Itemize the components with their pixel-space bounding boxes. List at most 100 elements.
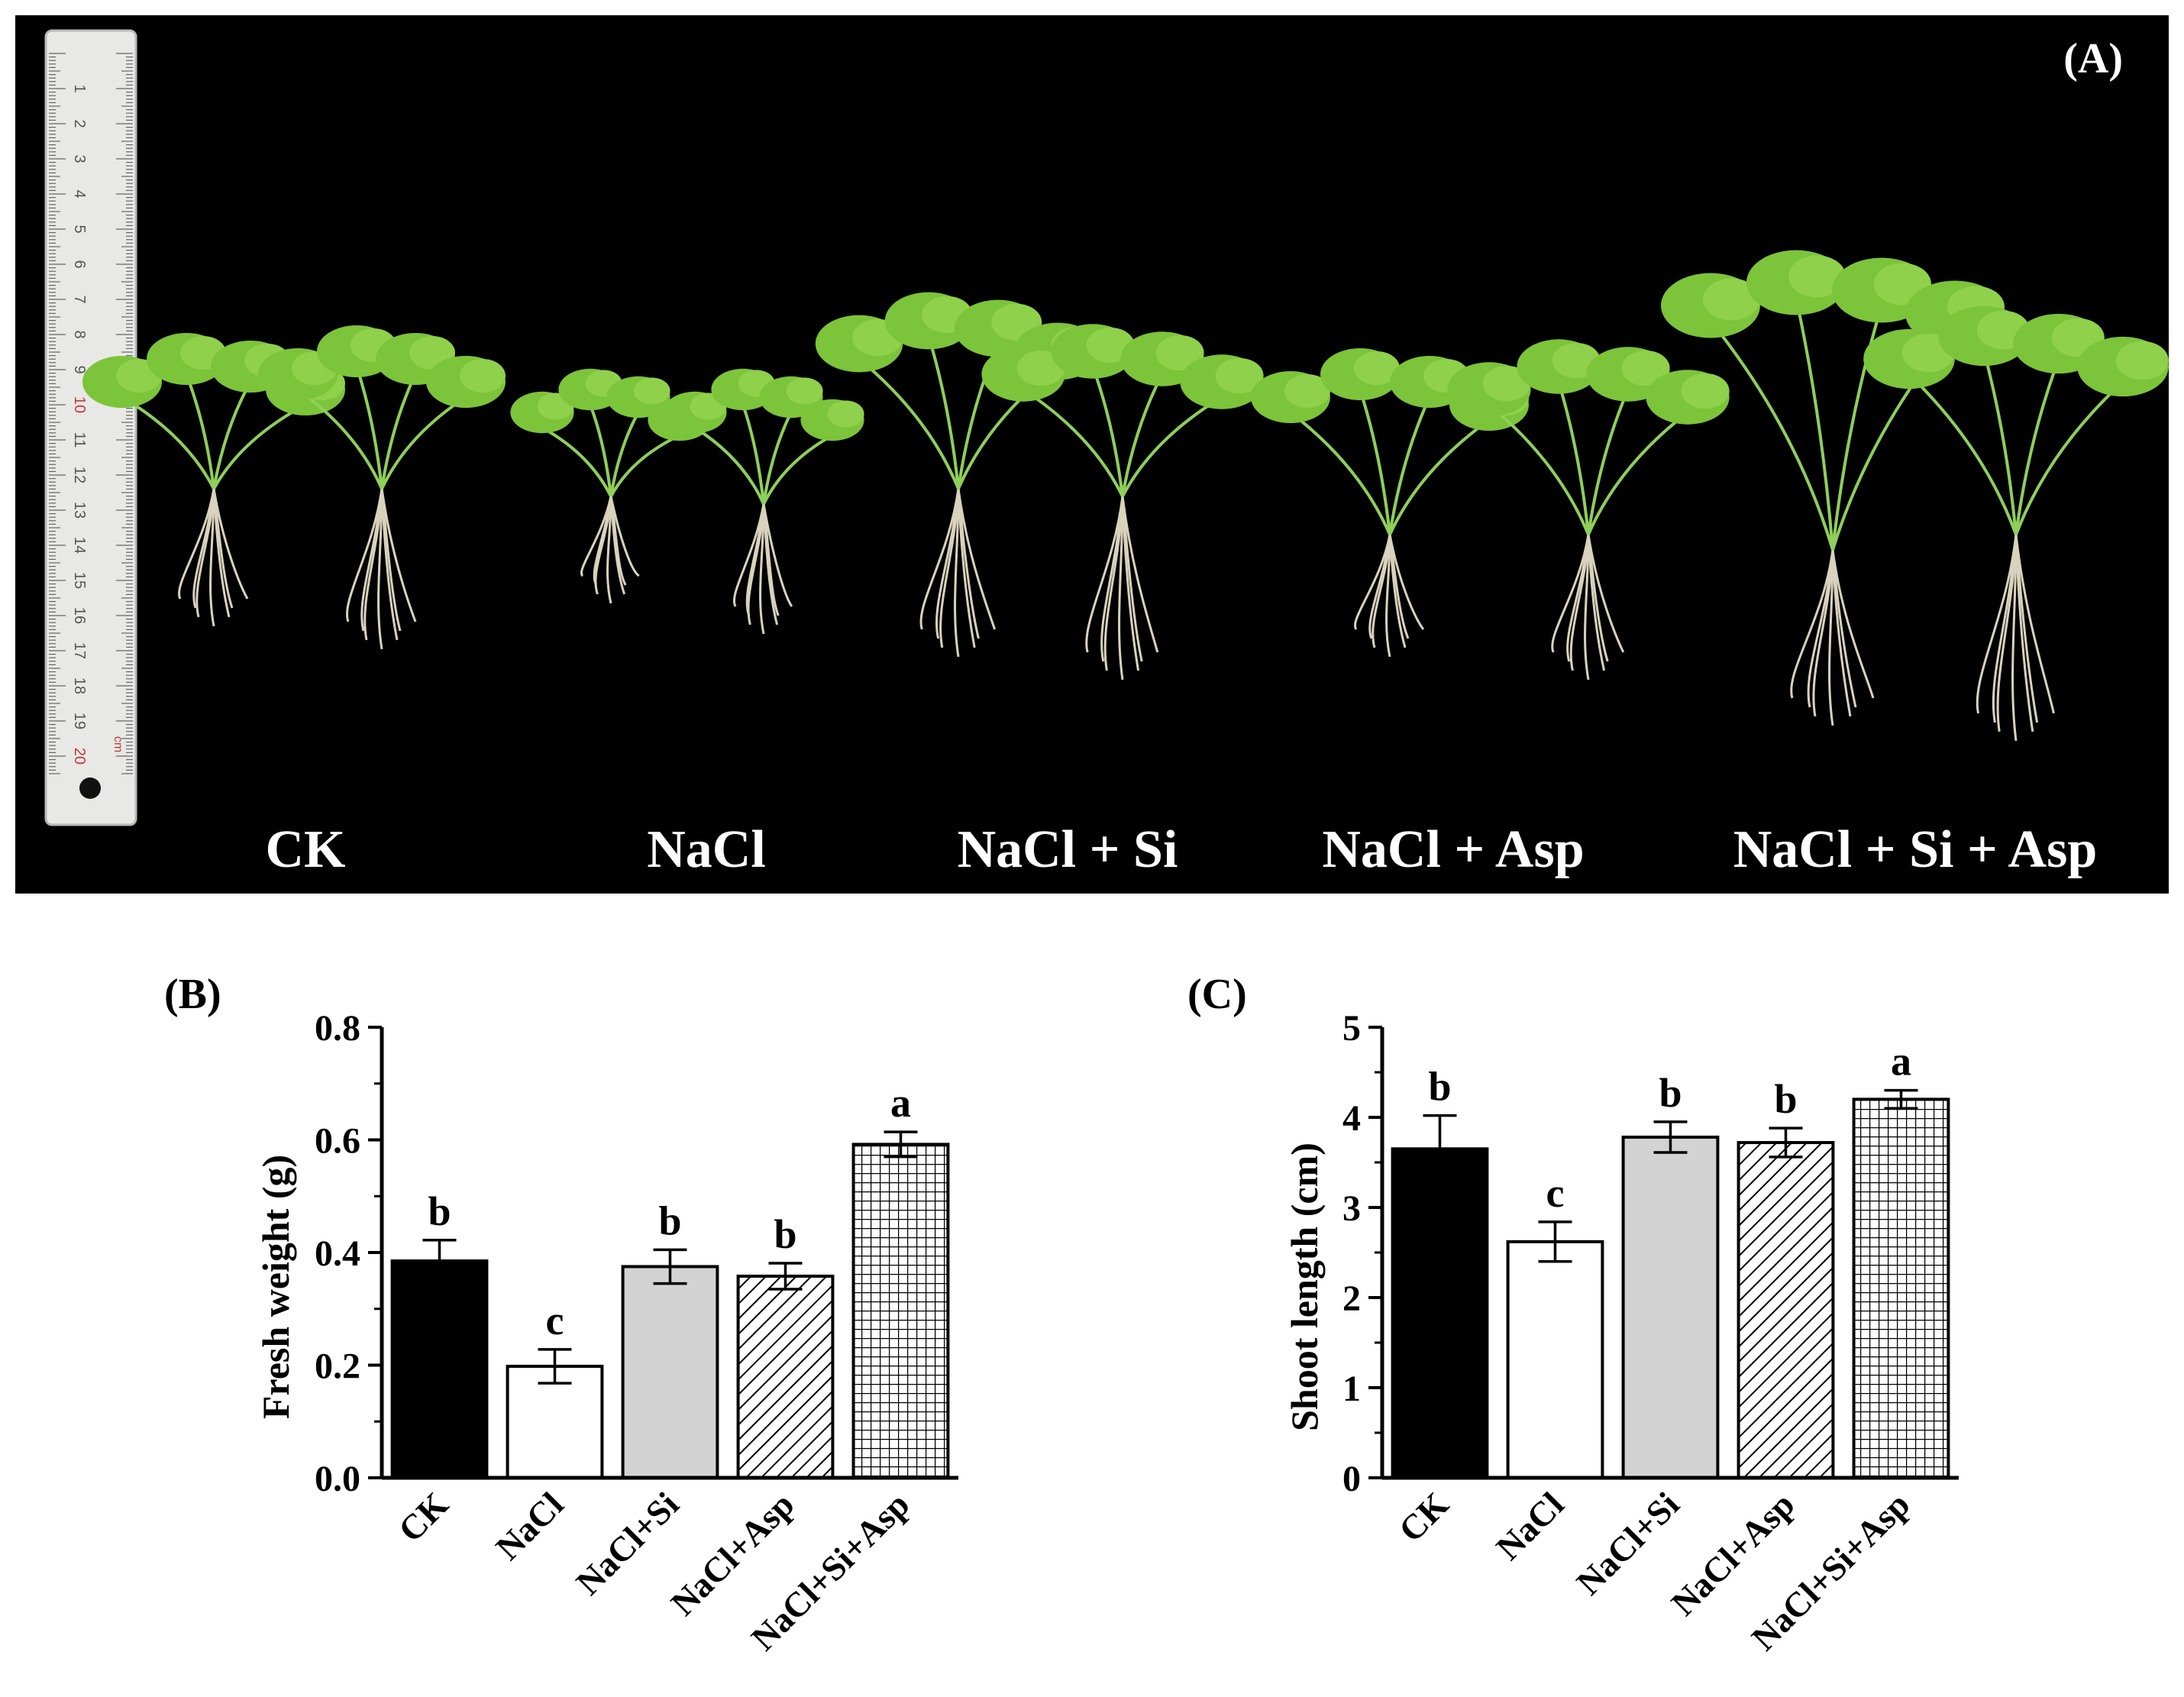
ruler-number: 12 — [71, 467, 88, 483]
root — [919, 488, 960, 630]
bar — [621, 1265, 719, 1479]
ruler-number: 9 — [71, 365, 88, 373]
y-tick-label: 5 — [1342, 1008, 1361, 1049]
y-tick-label: 0 — [1342, 1459, 1361, 1499]
stem — [1121, 396, 1223, 497]
leaf-lobe — [1354, 351, 1400, 385]
ruler-number: 18 — [71, 677, 88, 694]
root — [1388, 534, 1410, 639]
stem — [1908, 373, 2018, 535]
seedling — [1863, 305, 2169, 742]
root — [1976, 534, 2018, 714]
root — [1118, 496, 1124, 680]
root — [957, 488, 980, 639]
stem — [185, 373, 215, 490]
root — [1385, 534, 1391, 658]
ruler-unit: cm — [111, 736, 124, 752]
root — [380, 488, 417, 622]
root — [1121, 496, 1143, 662]
y-tick-label: 3 — [1342, 1188, 1361, 1229]
significance-letter: b — [1659, 1070, 1682, 1116]
ruler-number: 1 — [71, 84, 88, 92]
treatment-label-ck: CK — [266, 820, 346, 879]
leaf-lobe — [1155, 335, 1204, 371]
significance-letter: b — [774, 1211, 796, 1257]
stem — [1289, 411, 1391, 535]
bar — [390, 1259, 489, 1479]
seedlings — [82, 250, 2169, 742]
ruler-number: 13 — [71, 502, 88, 519]
leaf-lobe — [1788, 255, 1846, 298]
root — [195, 488, 215, 618]
stem — [1091, 366, 1124, 497]
root — [939, 488, 960, 648]
chart-fresh-weight: (B) Fresh weight (g) b c b b a CK NaClNaCl+Si… — [164, 971, 958, 1658]
root — [1831, 549, 1857, 708]
stem — [1359, 389, 1391, 535]
bar — [1391, 1147, 1489, 1480]
y-axis-label-fresh-weight: Fresh weight (g) — [254, 1155, 297, 1419]
x-tick-label: NaCl+Si — [1569, 1485, 1687, 1602]
stem — [380, 396, 467, 490]
ruler-number: 3 — [71, 154, 88, 163]
seedling — [1661, 250, 2005, 726]
stem — [693, 426, 765, 505]
x-tick-label: NaCl — [488, 1485, 570, 1567]
stem — [1709, 319, 1834, 551]
stem — [1982, 351, 2018, 535]
root — [1812, 549, 1834, 717]
ruler-number: 17 — [71, 642, 88, 659]
root — [2011, 534, 2018, 742]
root — [363, 488, 383, 641]
root — [609, 496, 627, 586]
stem — [762, 434, 833, 505]
ruler-number: 4 — [71, 189, 88, 198]
ruler-number: 5 — [71, 225, 88, 233]
stem — [858, 357, 960, 490]
ruler-hole — [79, 777, 101, 799]
root — [1569, 534, 1590, 671]
leaf-lobe — [1703, 278, 1760, 321]
root — [1587, 534, 1625, 653]
bar — [1852, 1097, 1950, 1480]
seedling — [510, 368, 712, 604]
stem — [762, 412, 793, 505]
root — [1551, 534, 1590, 653]
seedling — [258, 325, 506, 650]
leaf-lobe — [633, 377, 670, 405]
y-tick-label: 0.0 — [315, 1459, 360, 1499]
root — [606, 496, 612, 604]
y-tick-label: 4 — [1342, 1098, 1361, 1139]
stem — [212, 403, 306, 490]
root — [1354, 534, 1391, 630]
root — [609, 496, 640, 577]
ruler-number: 7 — [71, 295, 88, 303]
root — [212, 488, 249, 600]
stem — [1831, 305, 1883, 551]
y-tick-label: 0.8 — [315, 1008, 360, 1049]
ruler-number: 6 — [71, 260, 88, 268]
stem — [589, 404, 612, 497]
root — [733, 503, 765, 607]
root — [1121, 496, 1159, 653]
stem — [609, 412, 640, 497]
root — [762, 503, 780, 616]
root — [377, 488, 383, 650]
significance-letter: b — [1428, 1064, 1451, 1110]
significance-letter: c — [1546, 1170, 1565, 1216]
stem — [1488, 403, 1590, 535]
photo-panel — [15, 15, 2169, 894]
leaf-lobe — [1215, 357, 1264, 394]
significance-letter: b — [428, 1188, 451, 1234]
root — [1388, 534, 1425, 630]
ruler-number: 2 — [71, 119, 88, 128]
stem — [212, 381, 252, 490]
root — [1828, 549, 1834, 726]
ruler-number: 11 — [71, 432, 88, 448]
x-tick-label: NaCl — [1488, 1485, 1571, 1567]
root — [1831, 549, 1875, 699]
seedling — [1447, 339, 1730, 680]
root — [1996, 534, 2018, 732]
